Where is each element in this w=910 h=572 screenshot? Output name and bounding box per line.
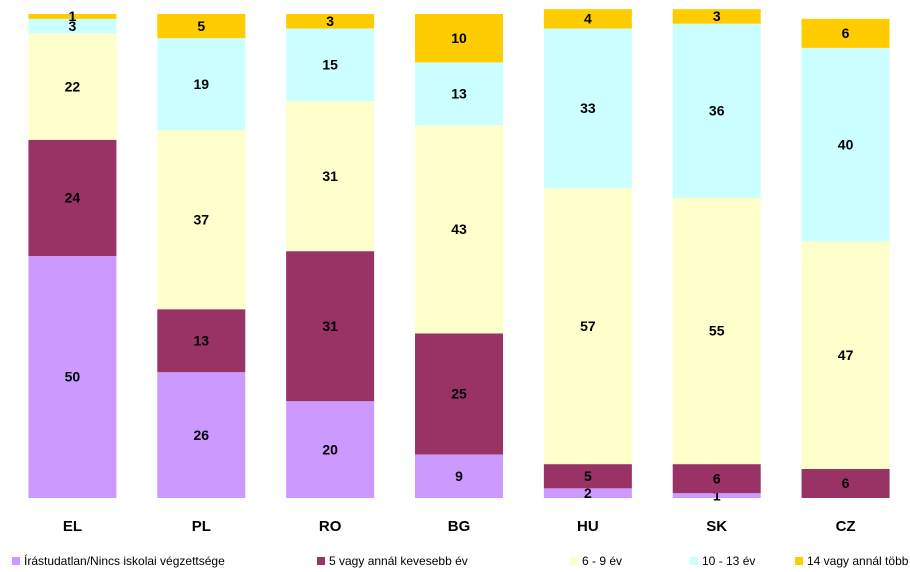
bar-segment	[801, 241, 890, 469]
bar-segment	[543, 488, 632, 498]
legend-label: 14 vagy annál több év	[807, 554, 910, 568]
data-label: 43	[451, 221, 467, 237]
data-label: 6	[713, 470, 721, 486]
legend-swatch	[690, 557, 698, 565]
bar-segment	[28, 18, 117, 34]
bar-segment	[28, 14, 117, 19]
bar-segment	[415, 14, 503, 63]
legend-label: 6 - 9 év	[582, 554, 622, 568]
legend-label: Írástudatlan/Nincs iskolai végzettsége	[24, 553, 225, 568]
x-tick-label: PL	[192, 518, 211, 535]
x-tick-label: HU	[577, 518, 599, 535]
x-tick-label: EL	[63, 518, 82, 535]
legend-label: 10 - 13 év	[702, 554, 755, 568]
data-label: 19	[193, 76, 209, 92]
legend-swatch	[795, 557, 803, 565]
bar-segment	[801, 18, 890, 48]
bar-segment	[286, 251, 375, 402]
data-label: 57	[580, 318, 596, 334]
data-label: 47	[838, 347, 854, 363]
data-label: 1	[69, 8, 77, 24]
data-label: 6	[842, 25, 850, 41]
data-label: 5	[197, 18, 205, 34]
bar-segment	[543, 464, 632, 489]
bar-segment	[157, 372, 246, 498]
data-label: 3	[713, 8, 721, 24]
x-tick-label: RO	[319, 518, 342, 535]
bar-segment	[801, 47, 890, 242]
data-label: 6	[842, 475, 850, 491]
bar-segment	[415, 62, 503, 126]
data-label: 10	[451, 30, 467, 46]
x-tick-label: CZ	[836, 518, 856, 535]
bar-segment	[672, 464, 761, 494]
data-label: 55	[709, 323, 725, 339]
bar-segment	[415, 333, 503, 455]
bar-segment	[157, 309, 246, 373]
bar-segment	[28, 256, 117, 498]
data-label: 31	[322, 168, 338, 184]
data-label: 3	[69, 18, 77, 34]
data-label: 37	[193, 211, 209, 227]
bar-segment	[28, 139, 117, 256]
data-label: 40	[838, 136, 854, 152]
data-label: 31	[322, 318, 338, 334]
bar-segment	[28, 33, 117, 140]
bar-segment	[286, 401, 375, 498]
bar-segment	[157, 38, 246, 131]
data-label: 15	[322, 57, 338, 73]
data-label: 13	[193, 332, 209, 348]
data-label: 36	[709, 103, 725, 119]
bar-segment	[415, 454, 503, 498]
x-tick-label: BG	[448, 518, 471, 535]
bar-segment	[672, 9, 761, 24]
bar-segment	[157, 14, 246, 39]
legend-swatch	[317, 557, 325, 565]
data-label: 33	[580, 100, 596, 116]
legend-swatch	[570, 557, 578, 565]
bar-segment	[672, 197, 761, 465]
bar-segment	[286, 28, 375, 102]
x-tick-label: SK	[706, 518, 727, 535]
data-label: 2	[584, 485, 592, 501]
data-label: 20	[322, 441, 338, 457]
data-label: 4	[584, 11, 592, 27]
bar-segment	[672, 23, 761, 198]
data-label: 1	[713, 487, 721, 503]
data-label: 3	[326, 13, 334, 29]
bar-segment	[286, 14, 375, 29]
bar-segment	[286, 101, 375, 252]
data-label: 5	[584, 468, 592, 484]
bar-segment	[672, 493, 761, 498]
data-label: 26	[193, 427, 209, 443]
data-label: 13	[451, 86, 467, 102]
bar-segment	[801, 468, 890, 498]
legend-swatch	[12, 557, 20, 565]
bar-segment	[415, 125, 503, 334]
data-label: 25	[451, 386, 467, 402]
legend-label: 5 vagy annál kevesebb év	[329, 554, 468, 568]
bar-segment	[157, 130, 246, 310]
data-label: 22	[65, 78, 81, 94]
data-label: 24	[65, 190, 81, 206]
bar-segment	[543, 188, 632, 465]
bar-segment	[543, 9, 632, 29]
data-label: 9	[455, 468, 463, 484]
bar-segment	[543, 28, 632, 189]
data-label: 50	[65, 369, 81, 385]
